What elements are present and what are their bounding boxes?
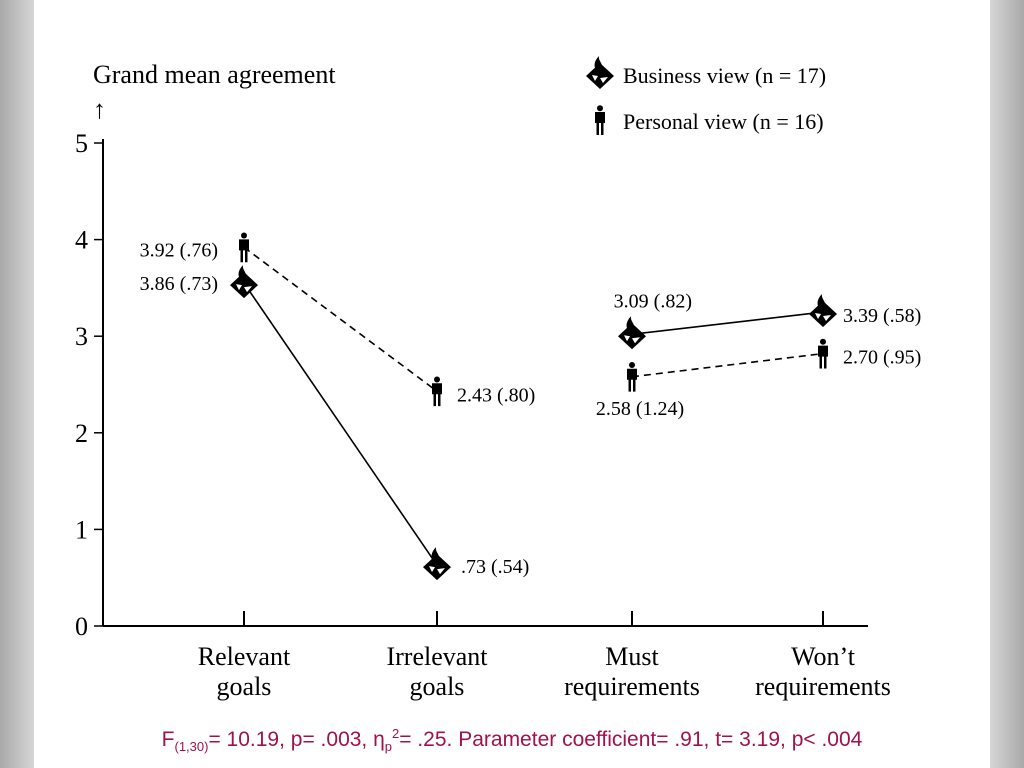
- data-label: 2.58 (1.24): [596, 398, 684, 420]
- series-line-1: [631, 311, 824, 336]
- x-tick-label: Relevant goals: [198, 642, 291, 701]
- slide: Grand mean agreement ↑ 0 1 2 3 4 5 Relevant goa…: [34, 0, 990, 768]
- eta-superscript: 2: [392, 726, 400, 741]
- person-icon: [432, 376, 442, 407]
- f-value: = 10.19, p= .003, η: [208, 728, 385, 751]
- y-tick-label: 4: [75, 226, 88, 255]
- eta-subscript: p: [384, 739, 393, 755]
- legend-flame-logo-icon: [586, 56, 614, 89]
- flame-logo-icon: [809, 294, 837, 328]
- y-tick-label: 2: [75, 419, 88, 448]
- person-icon: [239, 232, 249, 263]
- legend-label: Personal view (n = 16): [623, 109, 824, 134]
- y-tick-label: 5: [75, 129, 88, 158]
- flame-logo-icon: [618, 316, 646, 350]
- data-label: 2.43 (.80): [457, 384, 535, 406]
- axes: 0 1 2 3 4 5 Relevant goals Irrelevant goals Must re…: [75, 129, 891, 701]
- y-tick-label: 1: [75, 515, 88, 544]
- statistics-footer: F(1,30)= 10.19, p= .003, ηp2= .25. Param…: [34, 726, 990, 754]
- y-tick-label: 0: [75, 612, 88, 641]
- person-icon: [627, 361, 637, 392]
- data-label: 3.09 (.82): [614, 290, 692, 312]
- f-label: F: [161, 728, 175, 751]
- legend-person-icon: [595, 105, 605, 135]
- y-axis-arrow: ↑: [93, 95, 106, 124]
- flame-logo-icon: [230, 265, 258, 299]
- data-label: 3.39 (.58): [843, 305, 921, 327]
- data-label: 3.92 (.76): [140, 239, 218, 261]
- x-tick-label: Must requirements: [564, 642, 700, 701]
- series-line-1: [243, 282, 438, 566]
- data-labels: 3.86 (.73) .73 (.54) 3.09 (.82) 3.39 (.58) 3…: [140, 239, 922, 578]
- x-tick-label: Irrelevant goals: [386, 642, 488, 701]
- series-markers: [230, 232, 837, 581]
- footer-rest: = .25. Parameter coefficient= .91, t= 3.…: [399, 728, 863, 751]
- legend-label: Business view (n = 17): [623, 63, 826, 88]
- series-lines: [243, 246, 824, 566]
- x-tick-label: Won’t requirements: [755, 642, 891, 701]
- person-icon: [818, 338, 828, 369]
- data-label: .73 (.54): [461, 556, 529, 578]
- legend: Business view (n = 17) Personal view (n =…: [586, 56, 826, 135]
- data-label: 3.86 (.73): [140, 273, 218, 295]
- series-line-2: [243, 246, 438, 392]
- series-line-2: [631, 352, 824, 378]
- f-subscript: (1,30): [174, 739, 209, 755]
- y-axis-label: Grand mean agreement: [93, 60, 336, 89]
- data-label: 2.70 (.95): [843, 347, 921, 369]
- line-chart: Grand mean agreement ↑ 0 1 2 3 4 5 Relevant goa…: [75, 56, 922, 701]
- y-tick-label: 3: [75, 322, 88, 351]
